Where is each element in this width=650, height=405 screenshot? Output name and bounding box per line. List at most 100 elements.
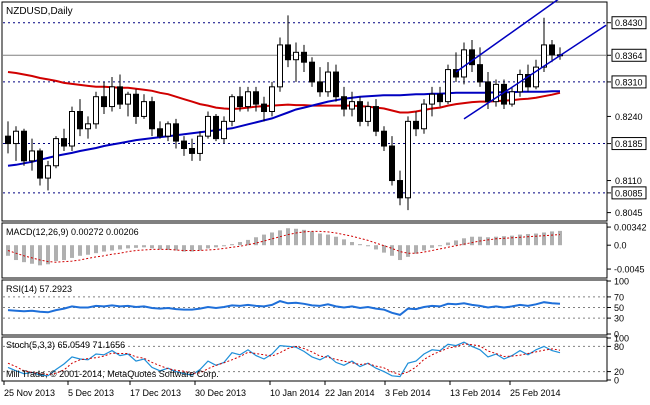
macd-bar — [238, 242, 242, 246]
macd-bar — [542, 232, 546, 246]
candle — [373, 99, 379, 137]
candle — [277, 37, 283, 92]
candle — [157, 121, 163, 139]
candle — [61, 128, 67, 151]
candle-body — [397, 180, 403, 199]
macd-bar — [222, 245, 226, 247]
macd-bar — [86, 245, 90, 255]
price-tick-box — [611, 186, 647, 200]
candle — [45, 160, 51, 191]
candle-body — [101, 96, 107, 108]
macd-bar — [510, 235, 514, 246]
stoch-tick-label: 80 — [614, 342, 624, 352]
rsi-tick-label: 30 — [614, 314, 624, 324]
candle — [253, 86, 259, 112]
macd-bar — [102, 245, 106, 252]
candle — [77, 99, 83, 137]
candle — [389, 136, 395, 186]
candle — [293, 42, 299, 82]
macd-bar — [286, 228, 290, 246]
ma-red-line — [7, 71, 561, 114]
macd-bar — [262, 234, 266, 246]
candle-body — [493, 83, 499, 103]
macd-bar — [294, 228, 298, 246]
price-tick-label: 0.8430 — [615, 18, 643, 28]
candle-body — [149, 101, 155, 130]
candle — [509, 86, 515, 107]
macd-bar — [150, 245, 154, 249]
macd-bar — [270, 232, 274, 246]
candle-body — [485, 81, 491, 103]
candle-body — [533, 66, 539, 88]
rsi-label: RSI(14) 57.2923 — [6, 284, 72, 294]
price-tick-label: 0.8364 — [615, 51, 643, 61]
macd-bar — [438, 245, 442, 247]
candle — [549, 39, 555, 63]
candle-body — [437, 93, 443, 103]
x-tick-label: 25 Nov 2013 — [4, 388, 55, 398]
price-tick-label: 0.8045 — [615, 208, 643, 218]
candle-body — [469, 49, 475, 66]
macd-bar — [334, 236, 338, 246]
candle — [453, 52, 459, 82]
rsi-tick-label: 50 — [614, 303, 624, 313]
candle — [525, 64, 531, 92]
candle — [493, 79, 499, 107]
macd-bar — [142, 245, 146, 248]
candle-body — [413, 120, 419, 130]
macd-signal-line — [7, 230, 561, 263]
candle-body — [365, 106, 371, 122]
stoch-panel-border — [1, 336, 608, 382]
macd-bar — [550, 231, 554, 246]
macd-bar — [30, 245, 34, 264]
candle — [205, 111, 211, 139]
candle-body — [117, 86, 123, 105]
candle-body — [421, 103, 427, 130]
macd-bar — [422, 245, 426, 251]
macd-bar — [94, 245, 98, 254]
candle — [37, 148, 43, 186]
candle-body — [525, 74, 531, 88]
candle — [477, 47, 483, 87]
macd-tick-label: 0.00342 — [614, 223, 647, 233]
candle — [349, 91, 355, 117]
candle-body — [157, 128, 163, 137]
candle — [429, 86, 435, 117]
candle-body — [85, 123, 91, 130]
macd-bar — [406, 245, 410, 257]
candle — [309, 57, 315, 87]
candle — [413, 111, 419, 137]
macd-bar — [398, 245, 402, 261]
price-panel: NZDUSD,Daily 0.84300.83640.83100.82400.8… — [1, 0, 647, 222]
candle — [53, 136, 59, 169]
macd-bar — [390, 245, 394, 256]
macd-bar — [454, 240, 458, 246]
candle — [101, 81, 107, 114]
macd-bar — [558, 230, 562, 246]
macd-bar — [318, 233, 322, 246]
macd-bar — [414, 245, 418, 254]
macd-bar — [22, 245, 26, 263]
macd-signal — [7, 230, 561, 263]
candle — [5, 121, 11, 154]
candle-body — [37, 150, 43, 179]
price-tick-label: 0.8110 — [615, 176, 642, 186]
candle-body — [125, 93, 131, 105]
stoch-tick-label: 100 — [614, 334, 629, 344]
candle-body — [53, 138, 59, 167]
candle — [317, 67, 323, 97]
price-tick-box — [611, 137, 647, 151]
price-tick-label: 0.8085 — [615, 188, 643, 198]
candle — [341, 86, 347, 117]
macd-bar — [502, 236, 506, 246]
candle-body — [341, 96, 347, 110]
candle-body — [173, 123, 179, 142]
price-tick-box — [611, 16, 647, 30]
candle-body — [349, 101, 355, 110]
stoch-lines — [7, 341, 561, 378]
candle-body — [93, 96, 99, 125]
macd-bar — [134, 245, 138, 248]
macd-bar — [494, 236, 498, 246]
